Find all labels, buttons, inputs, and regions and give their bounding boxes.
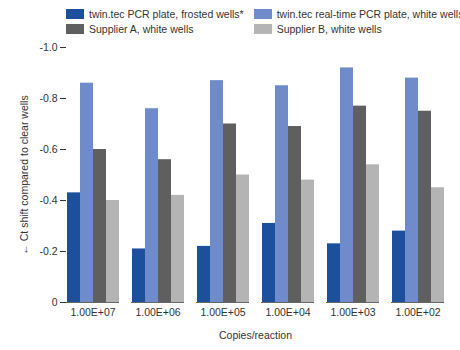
svg-text:-0.2: -0.2 xyxy=(39,245,57,257)
svg-text:-1.0: -1.0 xyxy=(39,41,57,53)
svg-text:1.00E+07: 1.00E+07 xyxy=(70,306,115,318)
svg-text:1.00E+04: 1.00E+04 xyxy=(265,306,310,318)
svg-text:← Ct shift compared to clear w: ← Ct shift compared to clear wells xyxy=(18,95,30,254)
html-text:Supplier A, white wells: Supplier A, white wells xyxy=(89,23,194,35)
svg-text:-0.4: -0.4 xyxy=(39,194,57,206)
html-text:twin.tec PCR plate, frosted we: twin.tec PCR plate, frosted wells* xyxy=(89,8,244,20)
svg-text:1.00E+02: 1.00E+02 xyxy=(395,306,440,318)
svg-text:1.00E+03: 1.00E+03 xyxy=(330,306,375,318)
svg-text:1.00E+06: 1.00E+06 xyxy=(135,306,180,318)
svg-text:0: 0 xyxy=(52,296,58,308)
svg-text:-0.8: -0.8 xyxy=(39,92,57,104)
svg-text:Copies/reaction: Copies/reaction xyxy=(219,329,292,341)
svg-text:1.00E+05: 1.00E+05 xyxy=(200,306,245,318)
html-text:Supplier B, white wells: Supplier B, white wells xyxy=(276,23,382,35)
svg-text:-0.6: -0.6 xyxy=(39,143,57,155)
